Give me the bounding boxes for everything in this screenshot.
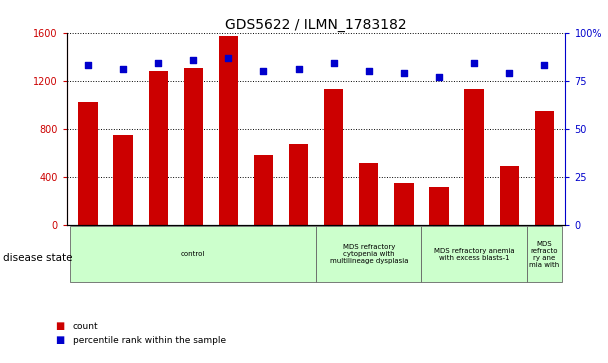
Bar bbox=[148, 71, 168, 225]
FancyBboxPatch shape bbox=[527, 226, 562, 282]
Point bbox=[364, 68, 374, 74]
Bar bbox=[78, 102, 98, 225]
Point bbox=[329, 61, 339, 66]
Bar bbox=[324, 89, 344, 225]
Bar bbox=[219, 36, 238, 225]
Bar bbox=[534, 111, 554, 225]
Point bbox=[224, 55, 233, 61]
Bar bbox=[359, 163, 378, 225]
Bar bbox=[254, 155, 273, 225]
Point bbox=[118, 66, 128, 72]
Text: MDS
refracto
ry ane
mia with: MDS refracto ry ane mia with bbox=[529, 241, 559, 268]
Point bbox=[258, 68, 268, 74]
Bar bbox=[184, 68, 203, 225]
Text: MDS refractory anemia
with excess blasts-1: MDS refractory anemia with excess blasts… bbox=[434, 248, 514, 261]
Point bbox=[434, 74, 444, 80]
Bar bbox=[114, 135, 133, 225]
Text: ■: ■ bbox=[55, 335, 64, 345]
Point bbox=[399, 70, 409, 76]
Bar bbox=[429, 187, 449, 225]
Text: disease state: disease state bbox=[3, 253, 72, 263]
Text: count: count bbox=[73, 322, 98, 331]
Point bbox=[469, 61, 479, 66]
Point bbox=[539, 62, 549, 68]
Title: GDS5622 / ILMN_1783182: GDS5622 / ILMN_1783182 bbox=[226, 18, 407, 32]
Point bbox=[83, 62, 93, 68]
Text: MDS refractory
cytopenia with
multilineage dysplasia: MDS refractory cytopenia with multilinea… bbox=[330, 244, 408, 264]
Point bbox=[505, 70, 514, 76]
Bar bbox=[465, 89, 484, 225]
Point bbox=[153, 61, 163, 66]
Text: ■: ■ bbox=[55, 321, 64, 331]
FancyBboxPatch shape bbox=[421, 226, 527, 282]
Text: percentile rank within the sample: percentile rank within the sample bbox=[73, 336, 226, 345]
Bar bbox=[289, 144, 308, 225]
Point bbox=[188, 57, 198, 62]
Point bbox=[294, 66, 303, 72]
FancyBboxPatch shape bbox=[71, 226, 316, 282]
FancyBboxPatch shape bbox=[316, 226, 421, 282]
Bar bbox=[394, 183, 413, 225]
Text: control: control bbox=[181, 251, 206, 257]
Bar bbox=[500, 166, 519, 225]
